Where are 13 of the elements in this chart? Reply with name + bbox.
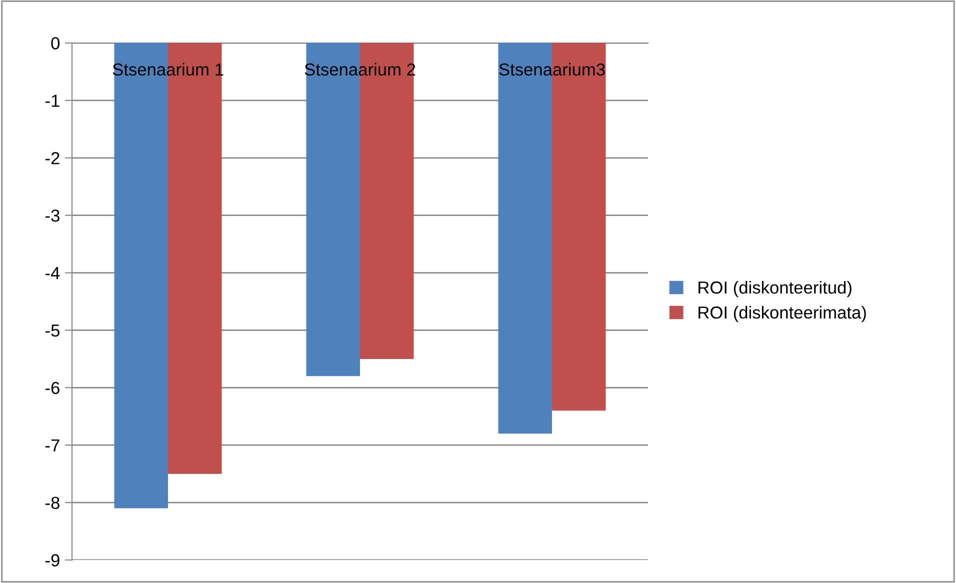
y-tick-label: -7 [46,439,60,452]
y-tick-label: -2 [46,152,60,164]
y-tick-label: 0 [51,37,60,50]
y-tick-label: -1 [46,94,60,107]
legend-label: ROI (diskonteerimata) [698,306,866,322]
y-tick-label: -6 [46,382,60,394]
legend-label: ROI (diskonteeritud) [698,280,852,298]
x-tick-label: Stsenaarium3 [499,62,605,76]
y-tick-label: -5 [46,324,60,337]
y-tick-label: -3 [46,210,60,222]
y-tick-label: -9 [46,554,60,566]
y-tick-label: -8 [46,496,60,510]
y-tick-label: -4 [46,267,60,280]
